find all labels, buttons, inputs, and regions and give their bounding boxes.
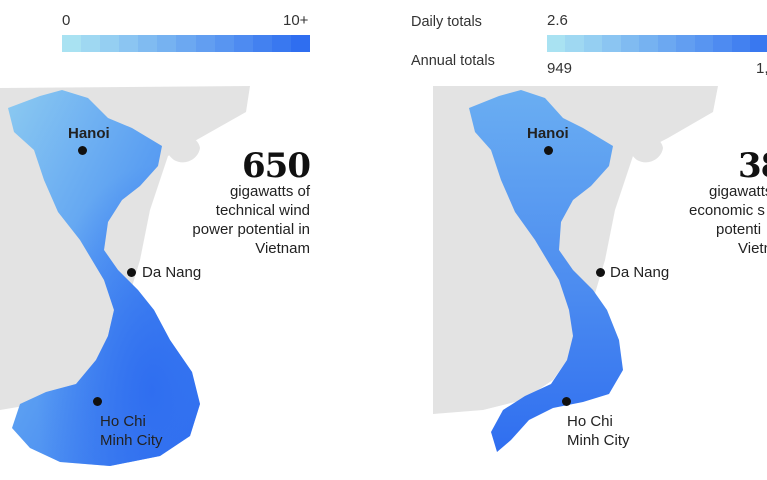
color-scale-legend [547,35,767,52]
stat-line-2: technical wind [215,202,310,219]
legend-max-label: 10+ [283,12,309,29]
stat-number: 38 [738,146,767,186]
legend-swatch [62,35,82,52]
legend-swatch [583,35,603,52]
daily-min-label: 2.6 [547,12,568,29]
da-nang-marker [596,268,605,277]
stat-line-3: potenti [716,221,762,238]
legend-swatch [233,35,253,52]
legend-swatch [119,35,139,52]
legend-swatch [694,35,714,52]
hanoi-marker [544,146,553,155]
legend-swatch [731,35,751,52]
legend-swatch [290,35,311,52]
hainan-island [166,135,200,163]
stat-line-3: power potential in [192,221,310,238]
economic-potential-map [433,86,718,452]
wind-potential-map-panel: 0 10+ Hanoi Da Nang Ho Chi Minh City 650… [0,0,360,480]
vietnam-land [469,90,623,452]
stat-line-2: economic s [689,202,765,219]
legend-swatch [750,35,767,52]
da-nang-marker [127,268,136,277]
legend-swatch [657,35,677,52]
wind-potential-map [0,86,250,466]
legend-swatch [547,35,566,52]
da-nang-label: Da Nang [142,264,202,281]
legend-swatch [252,35,272,52]
legend-swatch [271,35,291,52]
legend-swatch [176,35,196,52]
legend-min-label: 0 [62,12,71,29]
hanoi-marker [78,146,87,155]
annual-min-label: 949 [547,60,573,77]
hcmc-label-line2: Minh City [100,432,163,449]
economic-potential-map-panel: Daily totals Annual totals 2.6 949 1, Ha… [383,0,767,480]
hanoi-label: Hanoi [527,125,569,142]
legend-swatch [676,35,695,52]
stat-line-1: gigawatts [709,183,767,200]
annual-max-label: 1, [756,60,767,77]
hcmc-marker [562,397,571,406]
hanoi-label: Hanoi [68,125,110,142]
hcmc-label-line1: Ho Chi [100,413,146,430]
legend-swatch [214,35,234,52]
legend-swatch [602,35,621,52]
daily-totals-label: Daily totals [411,14,482,30]
stat-line-1: gigawatts of [229,183,310,200]
da-nang-label: Da Nang [610,264,670,281]
hainan-island [629,135,663,163]
legend-swatch [157,35,177,52]
stat-line-4: Vietnam [255,240,310,257]
legend-swatch [565,35,584,52]
legend-swatch [100,35,120,52]
color-scale-legend [62,35,311,52]
legend-swatch [138,35,158,52]
legend-swatch [713,35,732,52]
hcmc-marker [93,397,102,406]
legend-swatch [195,35,215,52]
stat-number: 650 [242,146,311,186]
stat-line-4: Vietn [738,240,767,257]
legend-swatch [81,35,101,52]
legend-swatch [620,35,640,52]
hcmc-label-line2: Minh City [567,432,630,449]
legend-swatch [639,35,658,52]
annual-totals-label: Annual totals [411,53,495,69]
hcmc-label-line1: Ho Chi [567,413,613,430]
